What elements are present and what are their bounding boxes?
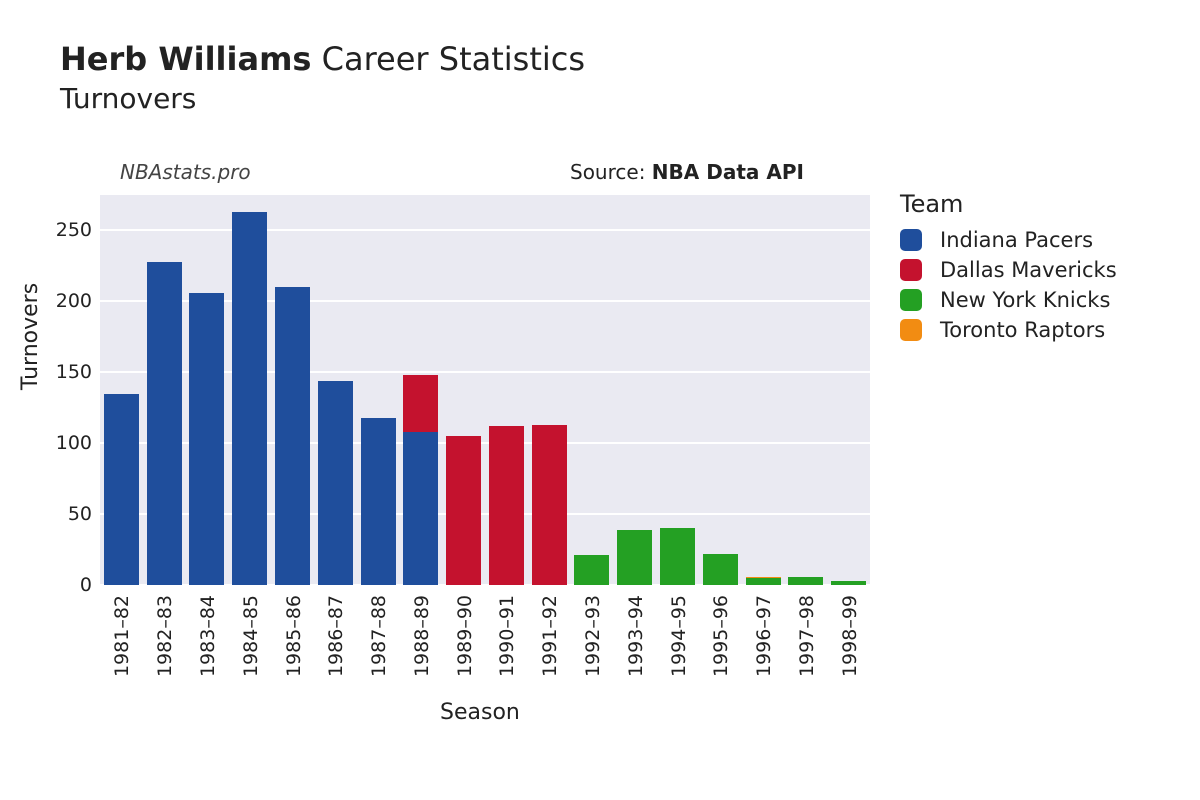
legend-label: New York Knicks: [940, 288, 1110, 312]
bar-segment: [489, 426, 524, 585]
y-tick: 50: [32, 503, 92, 525]
bar-1983–84: [189, 195, 224, 585]
x-tick: 1986–87: [325, 595, 347, 677]
bar-segment: [746, 577, 781, 578]
legend-label: Toronto Raptors: [940, 318, 1105, 342]
y-tick: 0: [32, 574, 92, 596]
bar-segment: [189, 293, 224, 585]
credit-text: NBAstats.pro: [120, 160, 251, 184]
bar-1982–83: [147, 195, 182, 585]
x-tick: 1982–83: [154, 595, 176, 677]
x-tick: 1998–99: [839, 595, 861, 677]
legend: Team Indiana Pacers Dallas Mavericks New Y…: [900, 190, 1117, 348]
bar-1993–94: [617, 195, 652, 585]
bar-segment: [232, 212, 267, 585]
x-tick: 1987–88: [368, 595, 390, 677]
bar-segment: [532, 425, 567, 585]
y-tick: 100: [32, 432, 92, 454]
bar-segment: [788, 577, 823, 586]
x-tick: 1994–95: [668, 595, 690, 677]
title-bold: Herb Williams: [60, 40, 311, 78]
x-axis-label: Season: [440, 700, 520, 725]
bar-segment: [361, 418, 396, 585]
bar-1988–89: [403, 195, 438, 585]
bar-segment: [147, 262, 182, 585]
bar-segment: [403, 375, 438, 432]
bar-1986–87: [318, 195, 353, 585]
legend-label: Indiana Pacers: [940, 228, 1093, 252]
bar-segment: [403, 432, 438, 585]
bar-segment: [446, 436, 481, 585]
y-tick: 250: [32, 219, 92, 241]
legend-title: Team: [900, 190, 1117, 218]
bar-1998–99: [831, 195, 866, 585]
title-light: Career Statistics: [311, 40, 585, 78]
chart-title: Herb Williams Career Statistics: [60, 40, 585, 78]
x-tick: 1997–98: [796, 595, 818, 677]
x-tick: 1993–94: [625, 595, 647, 677]
bars-container: [100, 195, 870, 585]
bar-segment: [660, 528, 695, 585]
bar-segment: [104, 394, 139, 585]
bar-segment: [275, 287, 310, 585]
x-tick: 1981–82: [111, 595, 133, 677]
y-axis-label: Turnovers: [18, 283, 43, 390]
source-text: Source: NBA Data API: [570, 160, 804, 184]
legend-label: Dallas Mavericks: [940, 258, 1117, 282]
x-tick: 1995–96: [710, 595, 732, 677]
legend-swatch: [900, 289, 922, 311]
bar-1995–96: [703, 195, 738, 585]
x-tick: 1990–91: [496, 595, 518, 677]
bar-segment: [831, 581, 866, 585]
title-block: Herb Williams Career Statistics Turnover…: [60, 40, 585, 115]
source-prefix: Source:: [570, 160, 652, 184]
bar-segment: [617, 530, 652, 585]
bar-1992–93: [574, 195, 609, 585]
legend-item: Dallas Mavericks: [900, 258, 1117, 282]
plot-area: [100, 195, 870, 585]
x-tick: 1992–93: [582, 595, 604, 677]
bar-1996–97: [746, 195, 781, 585]
x-tick: 1988–89: [411, 595, 433, 677]
chart-subtitle: Turnovers: [60, 82, 585, 115]
bar-1994–95: [660, 195, 695, 585]
bar-segment: [574, 555, 609, 585]
bar-1990–91: [489, 195, 524, 585]
x-tick: 1989–90: [454, 595, 476, 677]
bar-1984–85: [232, 195, 267, 585]
legend-swatch: [900, 259, 922, 281]
bar-1981–82: [104, 195, 139, 585]
x-tick: 1985–86: [283, 595, 305, 677]
bar-1991–92: [532, 195, 567, 585]
bar-segment: [703, 554, 738, 585]
legend-item: Indiana Pacers: [900, 228, 1117, 252]
bar-1987–88: [361, 195, 396, 585]
bar-segment: [746, 578, 781, 585]
legend-items: Indiana Pacers Dallas Mavericks New York K…: [900, 228, 1117, 342]
x-tick: 1996–97: [753, 595, 775, 677]
x-tick: 1983–84: [197, 595, 219, 677]
legend-swatch: [900, 319, 922, 341]
chart-page: Herb Williams Career Statistics Turnover…: [0, 0, 1200, 800]
source-name: NBA Data API: [652, 160, 804, 184]
bar-1989–90: [446, 195, 481, 585]
bar-1985–86: [275, 195, 310, 585]
bar-1997–98: [788, 195, 823, 585]
x-tick: 1984–85: [240, 595, 262, 677]
legend-item: Toronto Raptors: [900, 318, 1117, 342]
x-tick: 1991–92: [539, 595, 561, 677]
bar-segment: [318, 381, 353, 585]
legend-item: New York Knicks: [900, 288, 1117, 312]
legend-swatch: [900, 229, 922, 251]
